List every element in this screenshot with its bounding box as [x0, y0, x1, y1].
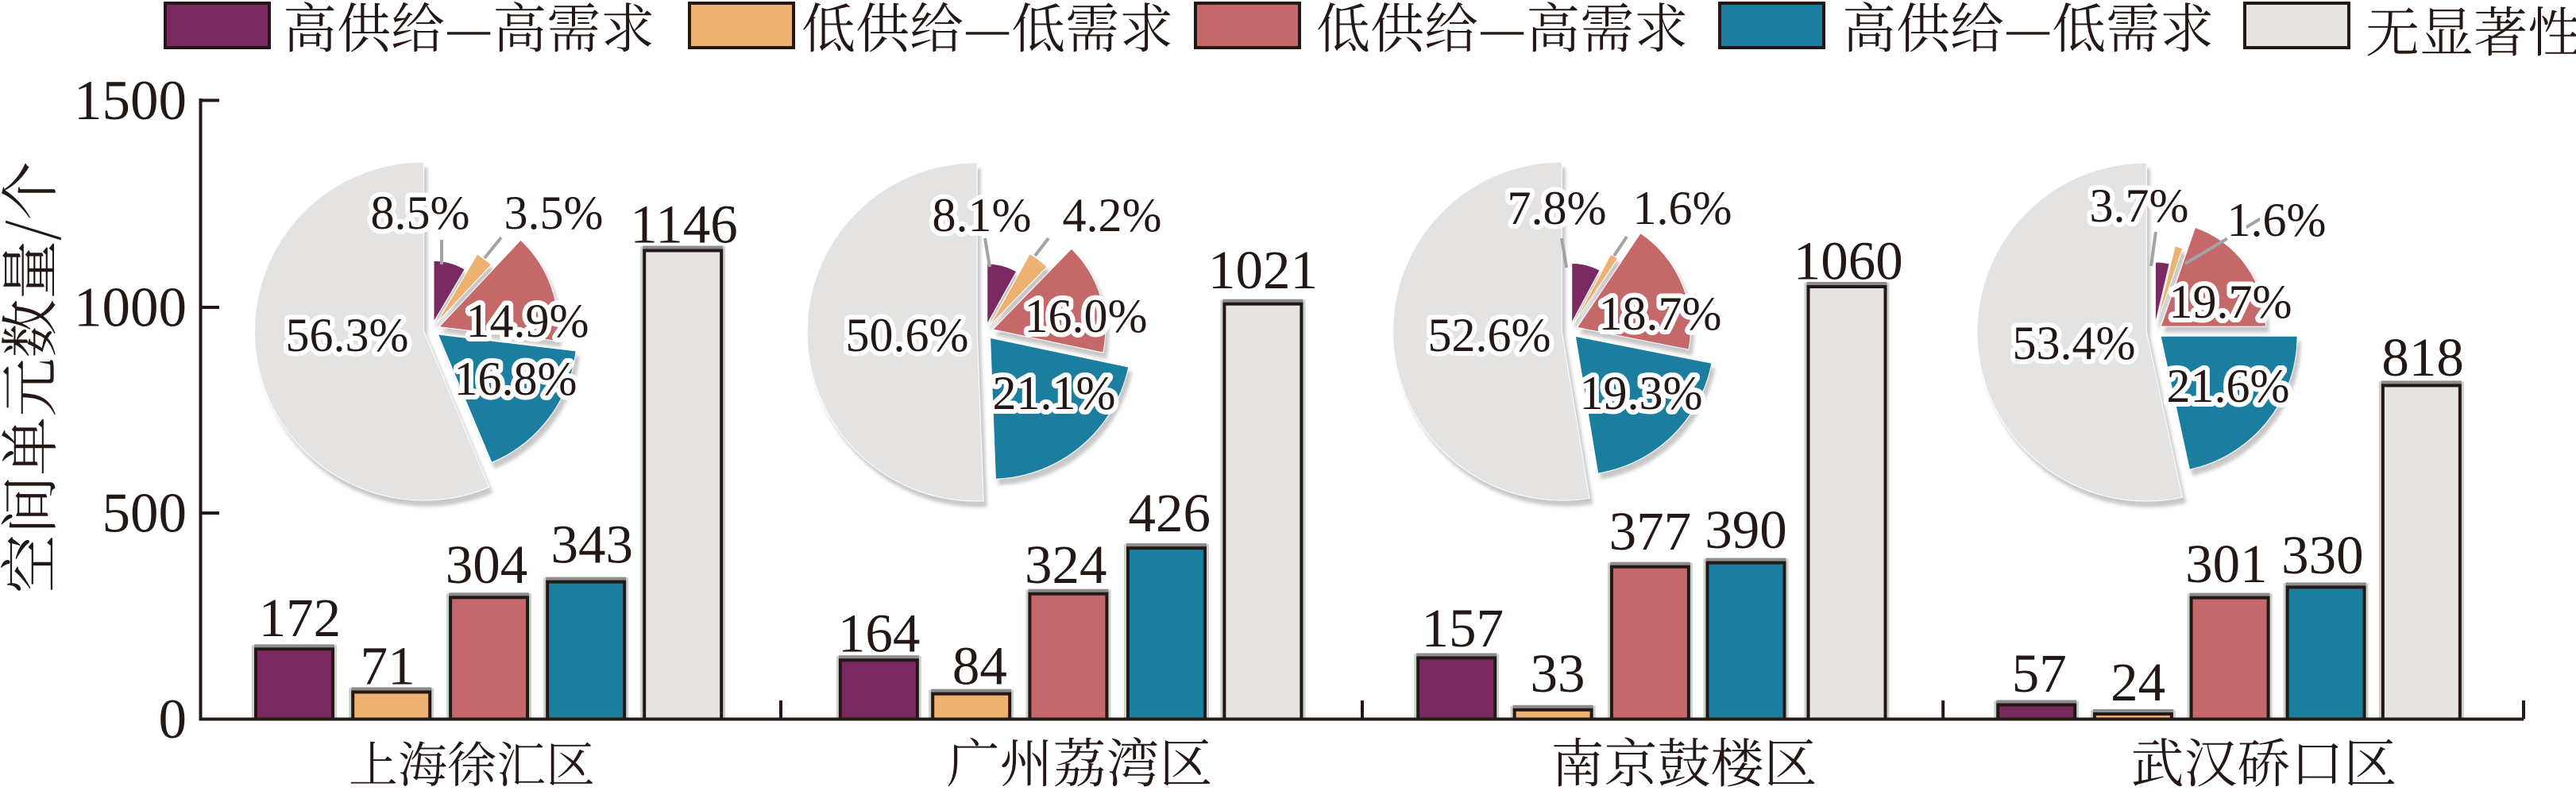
svg-text:8.1%: 8.1%: [933, 189, 1032, 241]
svg-text:71: 71: [361, 636, 415, 696]
svg-text:52.6%: 52.6%: [1428, 309, 1551, 361]
svg-text:1146: 1146: [630, 195, 737, 255]
svg-text:24: 24: [2111, 652, 2165, 712]
svg-text:21.6%: 21.6%: [2167, 360, 2290, 412]
svg-text:57: 57: [2012, 643, 2067, 704]
svg-text:301: 301: [2185, 534, 2268, 594]
svg-text:16.0%: 16.0%: [1025, 290, 1148, 342]
svg-text:1.6%: 1.6%: [2227, 194, 2327, 246]
svg-text:18.7%: 18.7%: [1599, 287, 1722, 340]
svg-text:14.9%: 14.9%: [466, 295, 589, 347]
svg-text:377: 377: [1609, 501, 1692, 561]
svg-text:19.7%: 19.7%: [2169, 276, 2292, 328]
svg-text:3.7%: 3.7%: [2090, 179, 2189, 232]
svg-text:172: 172: [259, 588, 342, 648]
svg-text:390: 390: [1705, 500, 1787, 560]
svg-text:426: 426: [1128, 483, 1211, 543]
svg-text:16.8%: 16.8%: [454, 353, 577, 405]
svg-text:343: 343: [551, 514, 634, 574]
svg-text:8.5%: 8.5%: [371, 187, 470, 239]
svg-text:50.6%: 50.6%: [846, 309, 969, 361]
svg-text:3.5%: 3.5%: [504, 187, 604, 239]
svg-text:324: 324: [1025, 534, 1107, 595]
svg-text:84: 84: [952, 636, 1007, 696]
svg-text:330: 330: [2281, 525, 2364, 585]
svg-text:19.3%: 19.3%: [1580, 367, 1703, 419]
svg-text:1021: 1021: [1208, 240, 1318, 300]
svg-text:304: 304: [446, 534, 528, 595]
svg-text:53.4%: 53.4%: [2013, 317, 2136, 369]
svg-text:1.6%: 1.6%: [1633, 182, 1732, 234]
svg-text:0: 0: [159, 689, 187, 750]
svg-text:500: 500: [102, 483, 187, 545]
svg-text:21.1%: 21.1%: [993, 367, 1116, 419]
svg-text:4.2%: 4.2%: [1063, 189, 1162, 241]
svg-text:1500: 1500: [74, 70, 187, 132]
svg-text:164: 164: [838, 604, 921, 664]
svg-text:7.8%: 7.8%: [1508, 182, 1607, 234]
svg-text:33: 33: [1531, 643, 1585, 704]
svg-text:157: 157: [1421, 598, 1504, 658]
svg-text:56.3%: 56.3%: [286, 309, 409, 361]
svg-text:818: 818: [2381, 327, 2464, 388]
svg-text:1000: 1000: [74, 277, 187, 339]
svg-text:1060: 1060: [1794, 230, 1903, 291]
